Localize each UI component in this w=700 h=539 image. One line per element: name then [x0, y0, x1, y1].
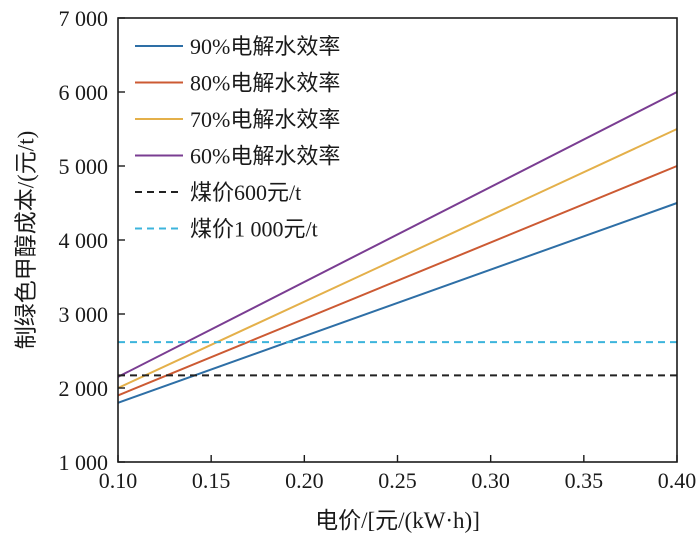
x-tick-label: 0.10: [99, 468, 138, 493]
y-tick-label: 7 000: [59, 6, 109, 31]
y-tick-label: 5 000: [59, 154, 109, 179]
y-tick-label: 2 000: [59, 376, 109, 401]
y-tick-label: 4 000: [59, 228, 109, 253]
x-tick-label: 0.25: [378, 468, 417, 493]
axis-ticks: 0.10 0.15 0.20 0.25 0.30 0.35 0.40 1 000 2 000 3 …: [59, 6, 697, 493]
x-tick-label: 0.30: [471, 468, 510, 493]
y-tick-label: 1 000: [59, 450, 109, 475]
y-tick-label: 6 000: [59, 80, 109, 105]
x-tick-label: 0.15: [192, 468, 231, 493]
x-tick-label: 0.35: [565, 468, 604, 493]
x-tick-label: 0.20: [285, 468, 324, 493]
legend-label: 90%电解水效率: [190, 34, 340, 59]
legend-label: 60%电解水效率: [190, 144, 340, 169]
y-tick-label: 3 000: [59, 302, 109, 327]
legend-label: 煤价1 000元/t: [190, 217, 318, 242]
plot-lines: [117, 91, 678, 404]
legend: 90%电解水效率 80%电解水效率 70%电解水效率 60%电解水效率煤价600元/t…: [135, 34, 340, 242]
legend-label: 煤价600元/t: [190, 180, 301, 205]
series-line: [117, 165, 678, 397]
series-line: [117, 202, 678, 404]
x-tick-label: 0.40: [658, 468, 697, 493]
legend-label: 80%电解水效率: [190, 71, 340, 96]
x-axis-title: 电价/[元/(kW·h)]: [315, 508, 480, 533]
series-line: [117, 128, 678, 389]
y-axis-title: 制绿色甲醇成本/(元/t): [13, 131, 38, 350]
legend-label: 70%电解水效率: [190, 107, 340, 132]
series-line: [117, 91, 678, 378]
